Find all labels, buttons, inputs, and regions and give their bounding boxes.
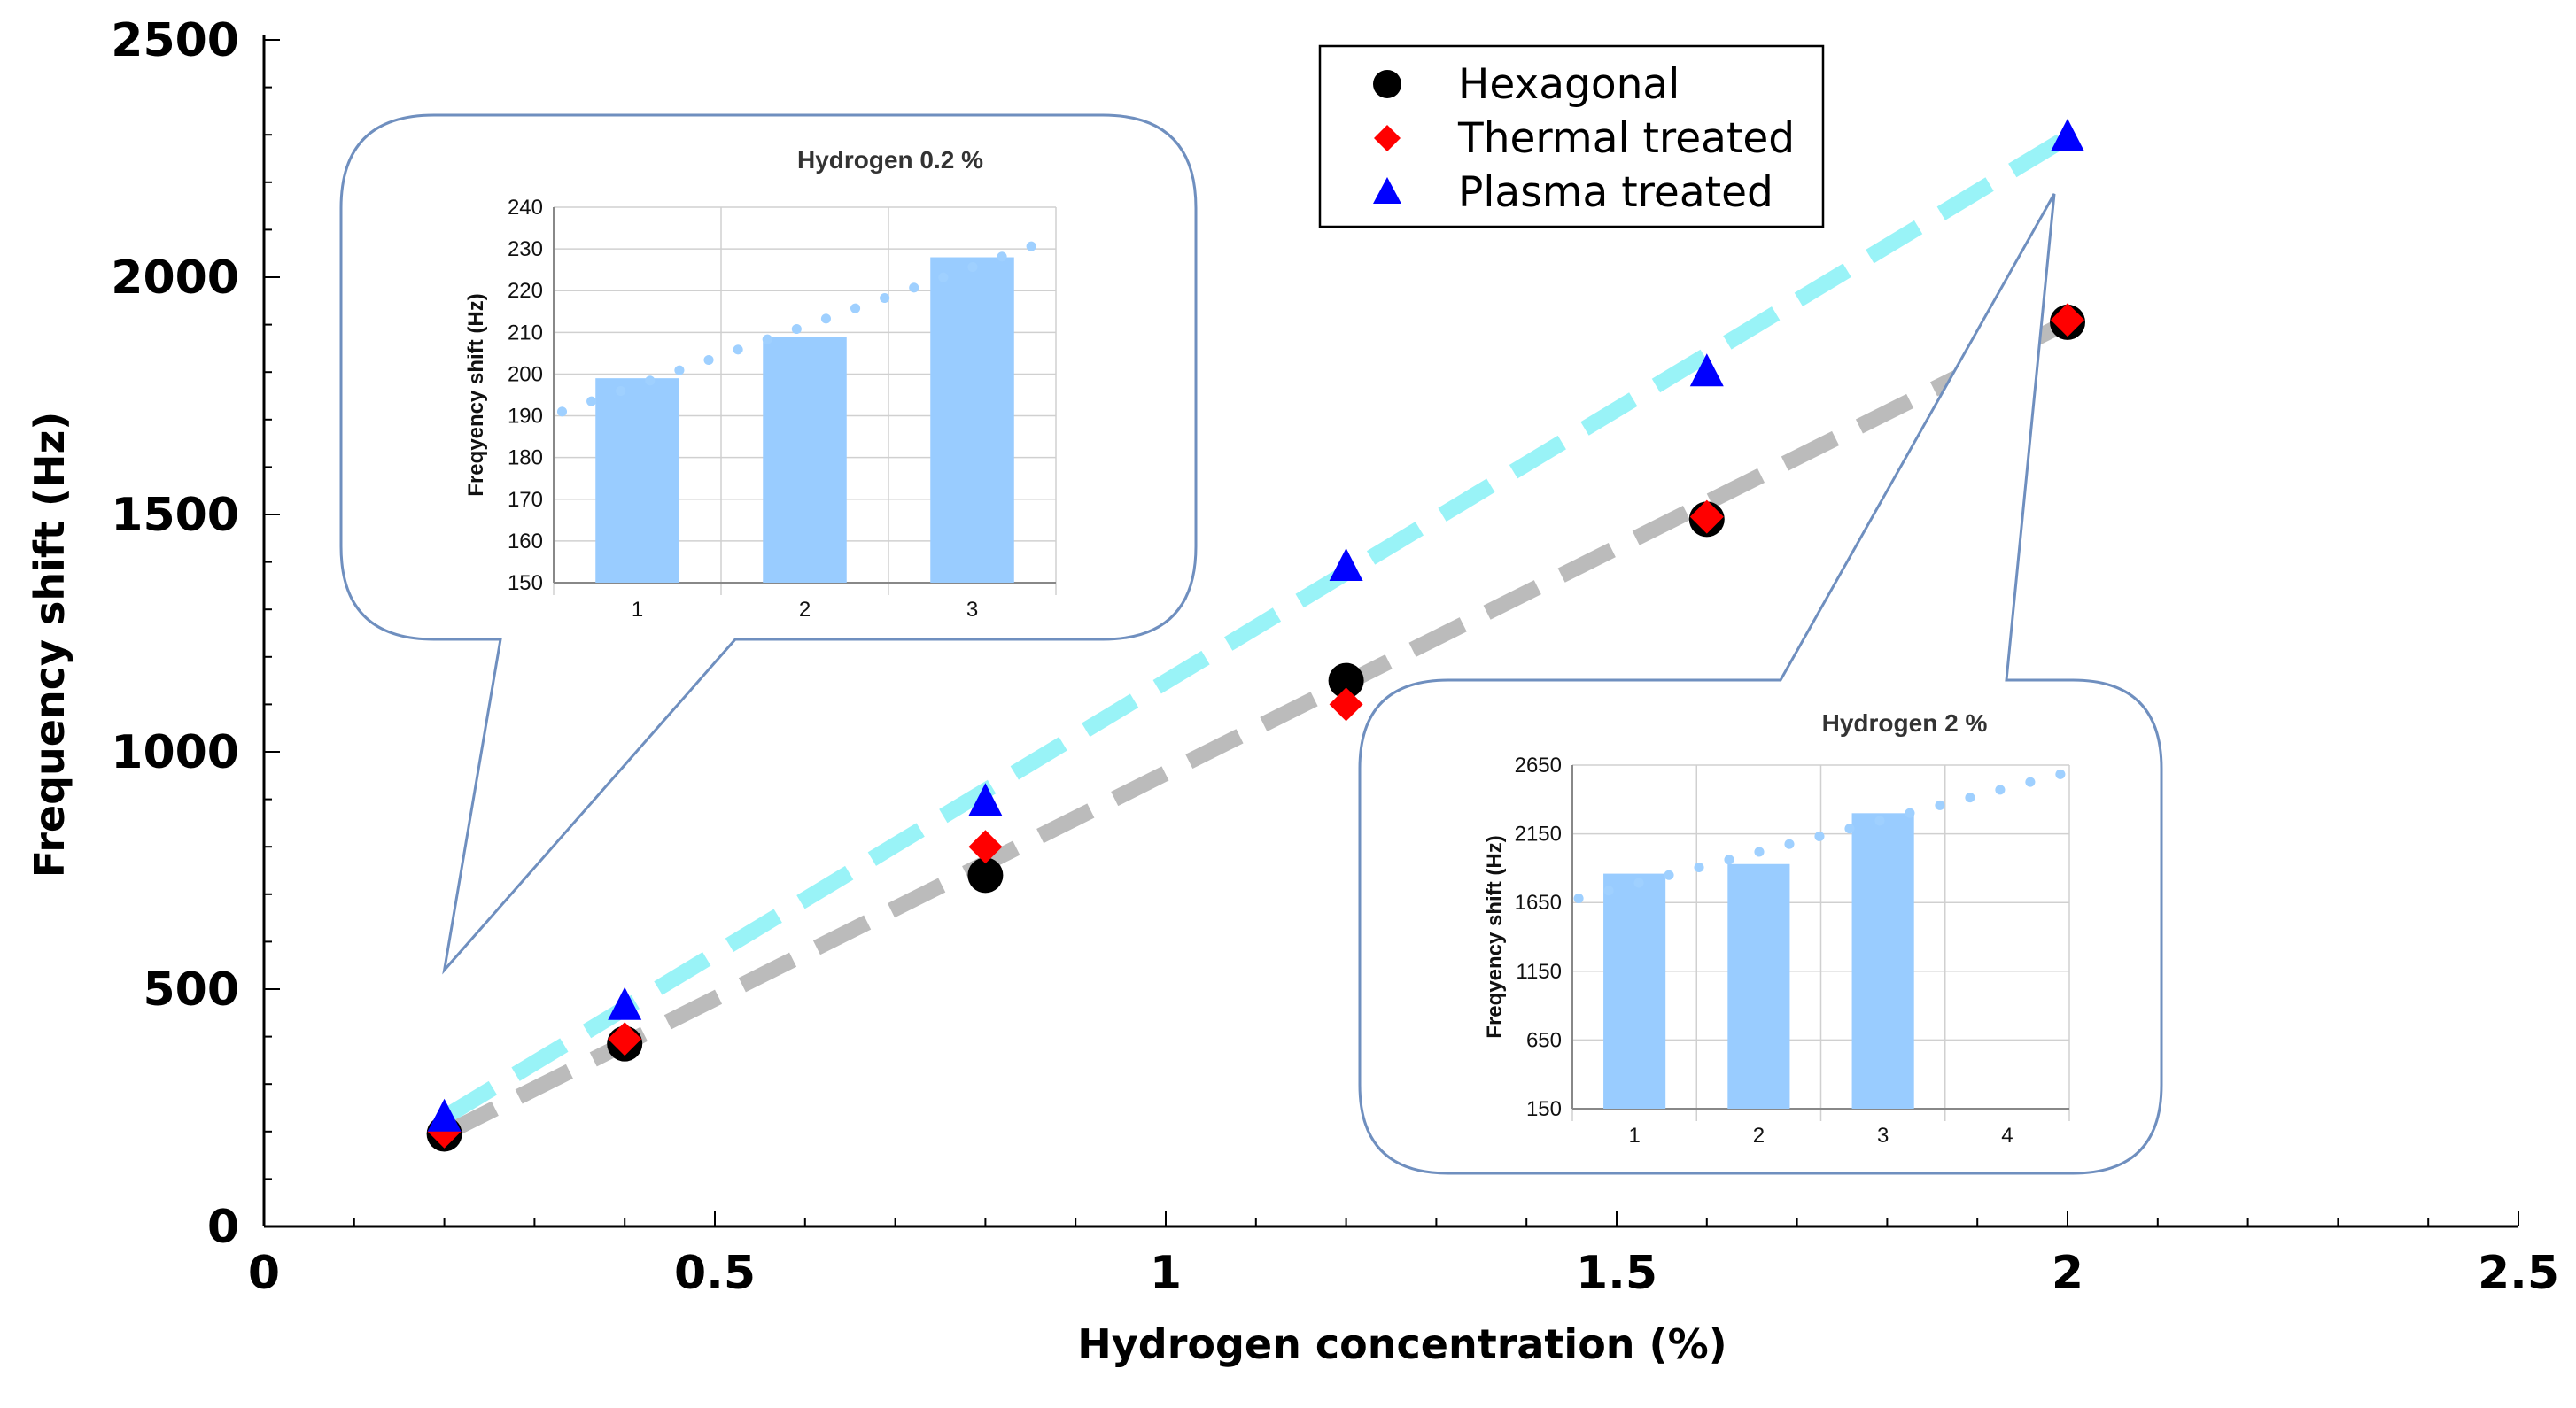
legend: Hexagonal Thermal treated Plasma treated — [1318, 44, 1825, 228]
inset-y-tick-label: 190 — [508, 405, 543, 429]
x-tick-label: 0.5 — [674, 1247, 756, 1300]
point-plasma-treated — [1689, 353, 1724, 387]
x-tick-label: 2 — [2052, 1247, 2083, 1300]
inset-y-tick-label: 200 — [508, 362, 543, 386]
legend-marker-hexagonal — [1373, 70, 1401, 98]
inset-bar — [763, 337, 847, 583]
inset-x-tick-label: 3 — [1877, 1124, 1889, 1148]
point-thermal-treated — [1689, 499, 1724, 534]
y-tick-label: 2500 — [111, 14, 239, 67]
y-tick-label: 0 — [207, 1201, 239, 1254]
inset-y-tick-label: 1650 — [1515, 891, 1562, 915]
x-tick-label: 1 — [1150, 1247, 1182, 1300]
legend-marker-plasma-treated — [1373, 177, 1401, 204]
y-tick-label: 1500 — [111, 489, 239, 542]
inset-x-tick-label: 2 — [1753, 1124, 1765, 1148]
inset-x-tick-label: 2 — [799, 598, 811, 622]
point-plasma-treated — [968, 783, 1003, 816]
trendline — [439, 130, 2072, 1125]
inset-x-tick-label: 1 — [1628, 1124, 1640, 1148]
legend-box — [1318, 44, 1825, 228]
y-axis-title: Frequency shift (Hz) — [26, 412, 74, 878]
inset-bar — [1603, 873, 1666, 1109]
point-thermal-treated — [608, 1022, 642, 1056]
axes: 0 0.5 1 1.5 2 2.5 0 500 1000 1500 2000 2500 — [111, 14, 2559, 1300]
inset-title: Hydrogen 0.2 % — [797, 146, 983, 174]
point-plasma-treated — [427, 1098, 462, 1132]
inset-y-tick-label: 210 — [508, 321, 543, 344]
inset-y-tick-label: 230 — [508, 237, 543, 261]
x-axis-title: Hydrogen concentration (%) — [1077, 1320, 1726, 1368]
inset-y-tick-label: 150 — [508, 571, 543, 595]
legend-label: Hexagonal — [1458, 60, 1680, 109]
x-tick-label: 2.5 — [2478, 1247, 2559, 1300]
inset-y-tick-label: 2150 — [1515, 823, 1562, 847]
inset-y-tick-label: 150 — [1526, 1097, 1562, 1121]
y-tick-label: 1000 — [111, 726, 239, 779]
inset-chart: Hydrogen 0.2 %15016017018019020021022023… — [464, 146, 1057, 622]
inset-y-tick-label: 180 — [508, 446, 543, 470]
y-tick-label: 500 — [143, 963, 239, 1017]
inset-y-axis-title: Freqyency shift (Hz) — [1483, 835, 1507, 1038]
inset-y-tick-label: 160 — [508, 530, 543, 553]
inset-y-tick-label: 2650 — [1515, 754, 1562, 777]
inset-title: Hydrogen 2 % — [1822, 709, 1988, 737]
point-thermal-treated — [968, 830, 1003, 864]
insets: Hydrogen 0.2 %15016017018019020021022023… — [464, 146, 2075, 1148]
inset-y-tick-label: 240 — [508, 196, 543, 220]
legend-marker-thermal-treated — [1374, 125, 1401, 151]
inset-bar — [1851, 813, 1914, 1109]
point-thermal-treated — [1329, 687, 1363, 722]
inset-trendline — [1573, 767, 2075, 904]
inset-y-tick-label: 650 — [1526, 1028, 1562, 1052]
inset-bar — [1727, 863, 1790, 1109]
point-hexagonal — [1328, 662, 1364, 699]
inset-chart: Hydrogen 2 % 150 650 1150 1650 2150 2650 1 2 3 4 Fr… — [1483, 709, 2075, 1148]
inset-y-tick-label: 220 — [508, 279, 543, 303]
inset-y-axis-title: Freqyency shift (Hz) — [464, 293, 488, 496]
axis-titles: Hydrogen concentration (%) Frequency shi… — [26, 412, 1727, 1368]
point-plasma-treated — [1329, 547, 1363, 581]
trendlines — [439, 130, 2072, 1141]
point-plasma-treated — [2051, 118, 2084, 151]
y-tick-label: 2000 — [111, 251, 239, 305]
legend-label: Plasma treated — [1458, 168, 1773, 217]
point-hexagonal — [967, 857, 1004, 894]
inset-bar — [595, 378, 679, 583]
point-thermal-treated — [2051, 303, 2084, 337]
data-points — [426, 118, 2085, 1152]
x-tick-label: 0 — [248, 1247, 280, 1300]
inset-x-tick-label: 1 — [632, 598, 643, 622]
trendline — [440, 314, 2072, 1141]
point-plasma-treated — [608, 986, 642, 1020]
inset-x-tick-label: 4 — [2001, 1124, 2013, 1148]
inset-y-tick-label: 170 — [508, 488, 543, 512]
inset-y-tick-label: 1150 — [1516, 960, 1562, 984]
legend-label: Thermal treated — [1457, 114, 1795, 163]
inset-x-tick-label: 3 — [966, 598, 978, 622]
inset-bar — [930, 257, 1014, 583]
callout-bubble — [1358, 193, 2163, 1175]
x-tick-label: 1.5 — [1576, 1247, 1657, 1300]
